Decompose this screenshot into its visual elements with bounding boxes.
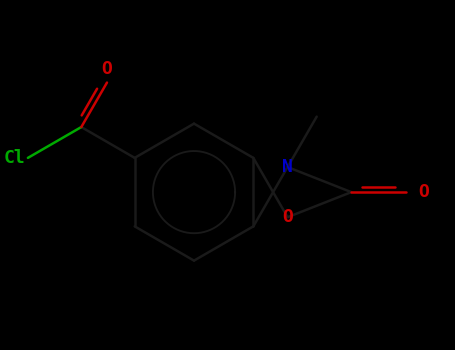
Text: N: N: [282, 158, 293, 176]
Text: O: O: [101, 60, 112, 78]
Text: O: O: [282, 208, 293, 226]
Text: O: O: [418, 183, 429, 201]
Text: Cl: Cl: [3, 149, 25, 167]
